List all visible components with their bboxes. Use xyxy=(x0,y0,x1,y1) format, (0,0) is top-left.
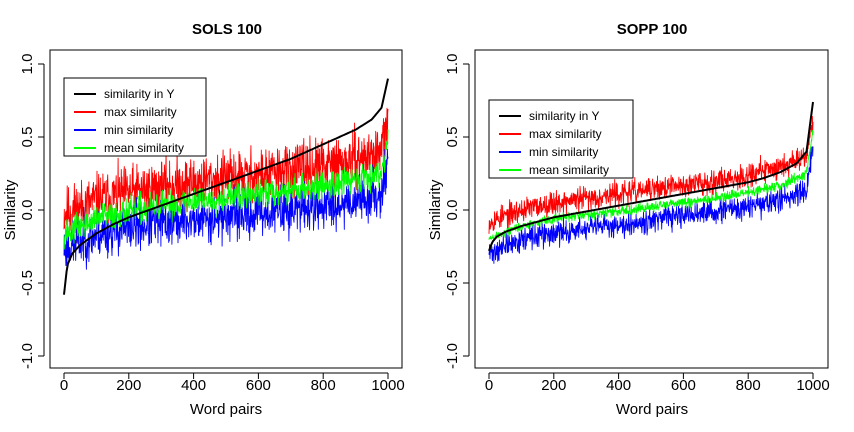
chart-title: SOPP 100 xyxy=(617,21,688,38)
x-tick-label: 200 xyxy=(541,377,566,394)
series-line-similarity-in-Y xyxy=(488,101,814,252)
x-tick-label: 1000 xyxy=(371,377,404,394)
y-tick-label: 0.5 xyxy=(19,127,36,148)
legend-label: similarity in Y xyxy=(529,109,599,123)
series-line-max-similarity xyxy=(63,107,389,244)
x-tick-label: 400 xyxy=(606,377,631,394)
x-tick-label: 800 xyxy=(311,377,336,394)
x-tick-label: 200 xyxy=(116,377,141,394)
y-axis-label: Similarity xyxy=(427,179,444,240)
legend-label: min similarity xyxy=(529,145,598,159)
y-tick-label: 1.0 xyxy=(444,54,461,75)
x-tick-label: 600 xyxy=(671,377,696,394)
legend-box xyxy=(63,77,207,157)
legend-label: min similarity xyxy=(104,123,173,137)
y-tick-label: -1.0 xyxy=(444,343,461,369)
x-tick-label: 600 xyxy=(246,377,271,394)
y-axis-label: Similarity xyxy=(2,179,19,240)
legend-label: similarity in Y xyxy=(104,87,174,101)
legend-label: mean similarity xyxy=(529,163,609,177)
chart-panel-sopp: SOPP 100 Word pairs Similarity 0 200 400 60… xyxy=(427,21,830,418)
x-tick-label: 800 xyxy=(736,377,761,394)
y-tick-label: 0.0 xyxy=(444,200,461,221)
series-line-min-similarity xyxy=(63,148,389,270)
x-tick-label: 0 xyxy=(485,377,493,394)
legend-label: max similarity xyxy=(529,127,602,141)
legend-label: max similarity xyxy=(104,105,177,119)
plot-area: 0 200 400 600 800 1000 -1.0 -0.5 0.0 0.5 1.0 xyxy=(19,49,405,394)
y-tick-label: -1.0 xyxy=(19,343,36,369)
x-tick-label: 400 xyxy=(181,377,206,394)
legend: similarity in Y max similarity min similar… xyxy=(488,99,634,179)
series-line-mean-similarity xyxy=(63,129,389,250)
legend-label: mean similarity xyxy=(104,141,184,155)
x-axis-label: Word pairs xyxy=(616,401,688,418)
x-axis-label: Word pairs xyxy=(190,401,262,418)
x-tick-label: 0 xyxy=(60,377,68,394)
y-tick-label: 0.5 xyxy=(444,127,461,148)
plot-area: 0 200 400 600 800 1000 -1.0 -0.5 0.0 0.5 1.0 xyxy=(444,49,830,394)
y-tick-label: -0.5 xyxy=(19,270,36,296)
x-tick-label: 1000 xyxy=(796,377,829,394)
plot-frame xyxy=(474,49,829,369)
chart-title: SOLS 100 xyxy=(192,21,262,38)
legend: similarity in Y max similarity min similar… xyxy=(63,77,207,157)
series-line-min-similarity xyxy=(488,146,814,264)
series-line-similarity-in-Y xyxy=(63,78,389,295)
y-tick-label: 0.0 xyxy=(19,200,36,221)
chart-panel-sols: SOLS 100 Word pairs Similarity 0 200 400 60… xyxy=(2,21,405,418)
series-line-max-similarity xyxy=(488,116,814,234)
plot-frame xyxy=(49,49,403,369)
y-tick-label: -0.5 xyxy=(444,270,461,296)
y-tick-label: 1.0 xyxy=(19,54,36,75)
series-line-mean-similarity xyxy=(488,130,814,241)
legend-box xyxy=(488,99,634,179)
